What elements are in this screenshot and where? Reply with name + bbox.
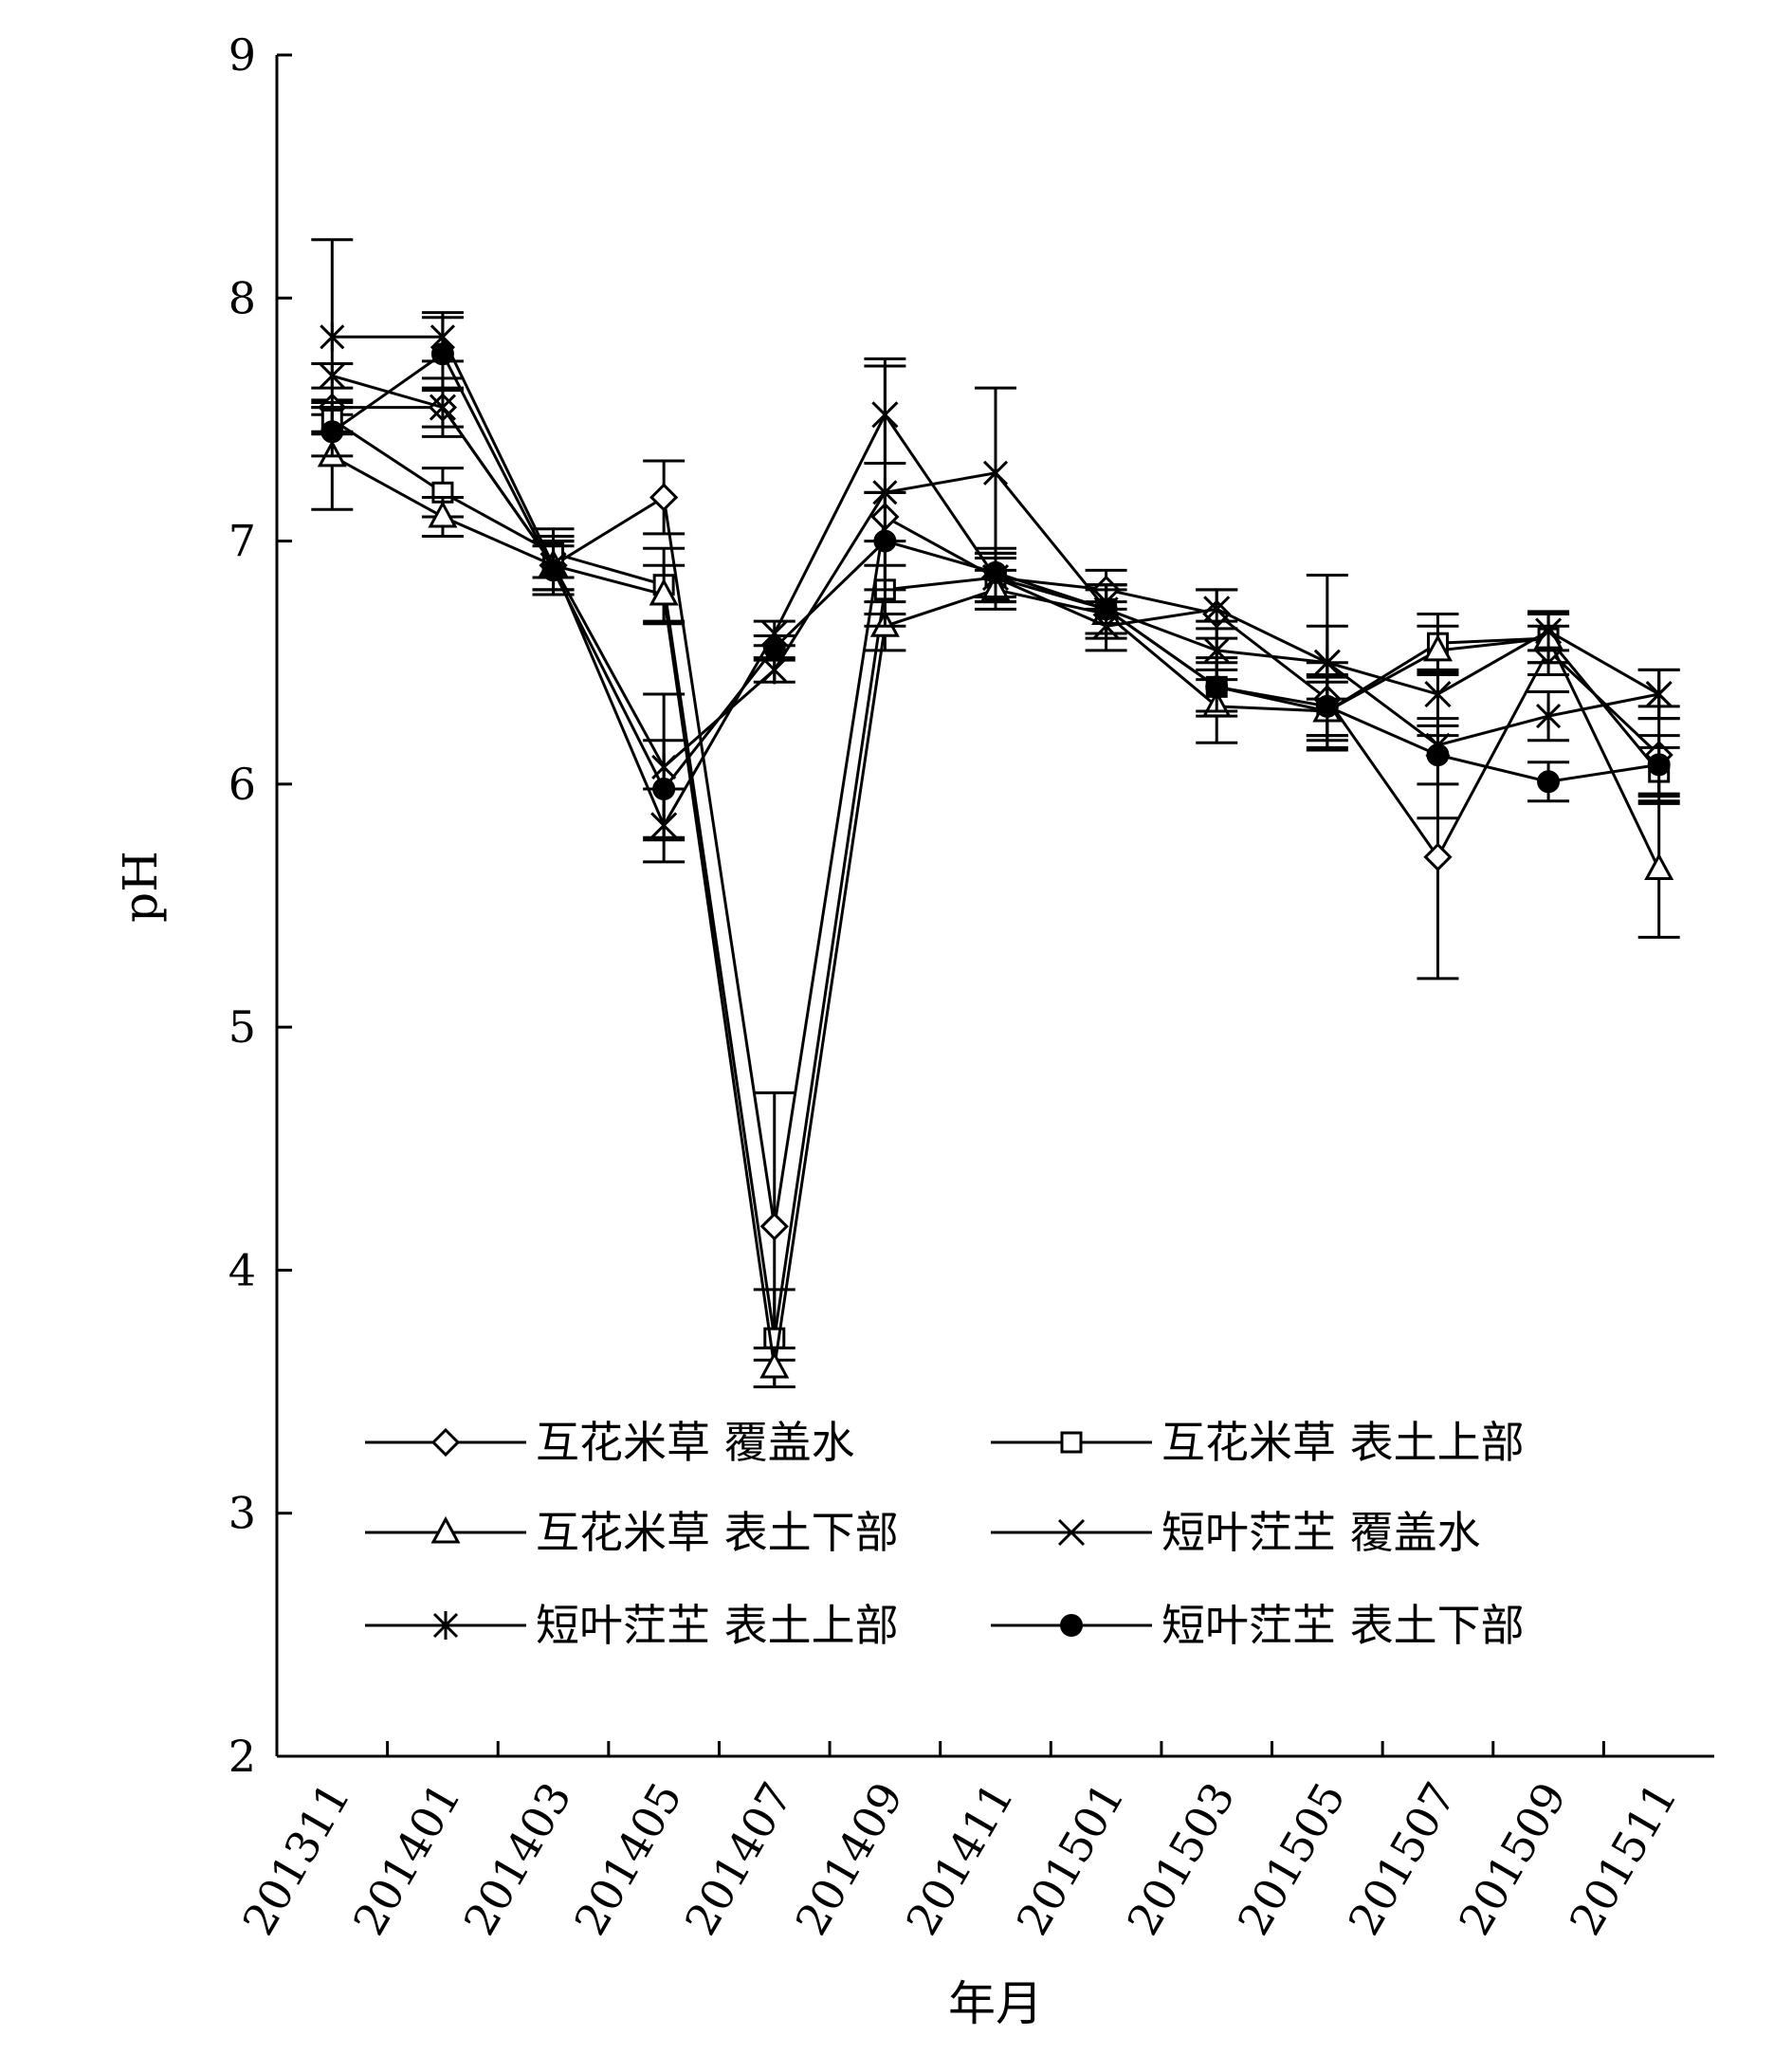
- series-5-point-12: [1647, 753, 1671, 777]
- series-5-point-11: [1537, 770, 1561, 794]
- legend-marker-1: [1060, 1431, 1083, 1454]
- series-5-point-0: [320, 420, 344, 444]
- legend-label-1: 互花米草 表土上部: [1161, 1417, 1525, 1468]
- y-tick-label-2: 4: [229, 1244, 256, 1295]
- series-4-point-12: [1646, 680, 1672, 709]
- series-2-point-10: [1422, 633, 1453, 662]
- series-2-point-4: [759, 1350, 790, 1379]
- legend-item-4: 短叶茳芏 表土上部: [365, 1600, 899, 1651]
- series-5-point-3: [652, 777, 676, 800]
- series-0-point-4: [759, 1212, 789, 1241]
- x-axis-title: 年月: [948, 1976, 1043, 2031]
- legend-marker-3: [1057, 1518, 1086, 1547]
- series-2-point-1: [428, 500, 458, 528]
- legend-item-3: 短叶茳芏 覆盖水: [991, 1507, 1481, 1558]
- series-4-point-11: [1536, 702, 1562, 731]
- legend-label-0: 互花米草 覆盖水: [536, 1417, 855, 1468]
- y-tick-label-3: 5: [229, 1001, 256, 1053]
- series-5-point-8: [1205, 675, 1229, 699]
- series-4-point-6: [982, 458, 1009, 487]
- series-5-point-1: [430, 342, 454, 366]
- series-layer: [311, 238, 1680, 1388]
- legend-item-5: 短叶茳芏 表土下部: [991, 1600, 1525, 1651]
- y-tick-label-1: 3: [229, 1488, 256, 1539]
- legend-marker-5: [1060, 1614, 1083, 1637]
- series-3-point-11: [1535, 617, 1563, 645]
- series-0-point-3: [649, 483, 679, 512]
- legend-marker-0: [430, 1427, 461, 1458]
- y-tick-label-5: 7: [229, 516, 256, 567]
- legend-marker-2: [430, 1515, 461, 1544]
- y-tick-label-6: 8: [229, 272, 256, 323]
- series-3-point-8: [1203, 596, 1231, 623]
- legend-label-2: 互花米草 表土下部: [536, 1507, 899, 1558]
- y-tick-label-7: 9: [229, 29, 256, 81]
- legend-item-2: 互花米草 表土下部: [365, 1507, 899, 1558]
- series-4-point-8: [1204, 635, 1230, 665]
- series-2-point-12: [1644, 853, 1674, 881]
- series-5-point-2: [541, 559, 565, 582]
- series-5-point-6: [984, 560, 1007, 584]
- series-2-point-3: [649, 578, 679, 606]
- legend-item-0: 互花米草 覆盖水: [365, 1417, 855, 1468]
- y-axis-title: pH: [113, 851, 168, 923]
- legend-item-1: 互花米草 表土上部: [991, 1417, 1525, 1468]
- series-5-point-5: [873, 529, 897, 553]
- legend-label-4: 短叶茳芏 表土上部: [536, 1600, 899, 1651]
- series-4-point-9: [1314, 648, 1340, 677]
- legend-label-3: 短叶茳芏 覆盖水: [1161, 1507, 1481, 1558]
- series-5-point-9: [1315, 694, 1339, 718]
- series-5-point-4: [762, 636, 786, 660]
- series-5: [311, 316, 1680, 839]
- y-tick-label-0: 2: [229, 1731, 256, 1782]
- series-0-point-10: [1423, 842, 1453, 871]
- series-4-point-0: [320, 322, 345, 352]
- legend-label-5: 短叶茳芏 表土下部: [1161, 1600, 1525, 1651]
- y-tick-label-4: 6: [229, 759, 256, 810]
- series-3-point-1: [429, 394, 456, 421]
- series-5-point-10: [1426, 743, 1450, 767]
- legend-marker-4: [432, 1611, 459, 1640]
- series-5-point-7: [1094, 597, 1118, 621]
